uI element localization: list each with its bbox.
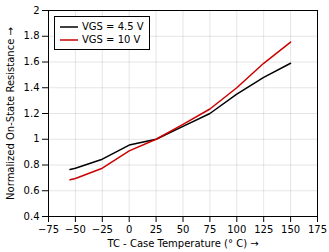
svg-text:0: 0 [126,224,132,235]
svg-text:0.6: 0.6 [24,185,40,196]
svg-text:100: 100 [227,224,246,235]
svg-text:25: 25 [150,224,163,235]
svg-text:0.8: 0.8 [24,159,40,170]
svg-text:1.6: 1.6 [24,56,40,67]
svg-text:−25: −25 [92,224,113,235]
svg-text:50: 50 [177,224,190,235]
svg-text:2: 2 [33,5,39,16]
svg-text:0.4: 0.4 [24,211,40,222]
svg-text:1: 1 [33,133,39,144]
svg-text:150: 150 [281,224,300,235]
svg-text:−75: −75 [38,224,59,235]
html-text:VGS = 4.5 V: VGS = 4.5 V [82,21,144,32]
svg-text:1.8: 1.8 [24,30,40,41]
svg-text:−50: −50 [65,224,86,235]
svg-text:125: 125 [254,224,273,235]
html-text:VGS = 10 V: VGS = 10 V [82,34,141,45]
svg-text:TC - Case Temperature (° C) →: TC - Case Temperature (° C) → [106,238,258,249]
svg-text:1.2: 1.2 [24,108,40,119]
svg-text:175: 175 [308,224,327,235]
svg-text:1.4: 1.4 [24,82,40,93]
svg-text:75: 75 [204,224,217,235]
svg-text:Normalized On-State Resistance: Normalized On-State Resistance → [5,27,16,200]
